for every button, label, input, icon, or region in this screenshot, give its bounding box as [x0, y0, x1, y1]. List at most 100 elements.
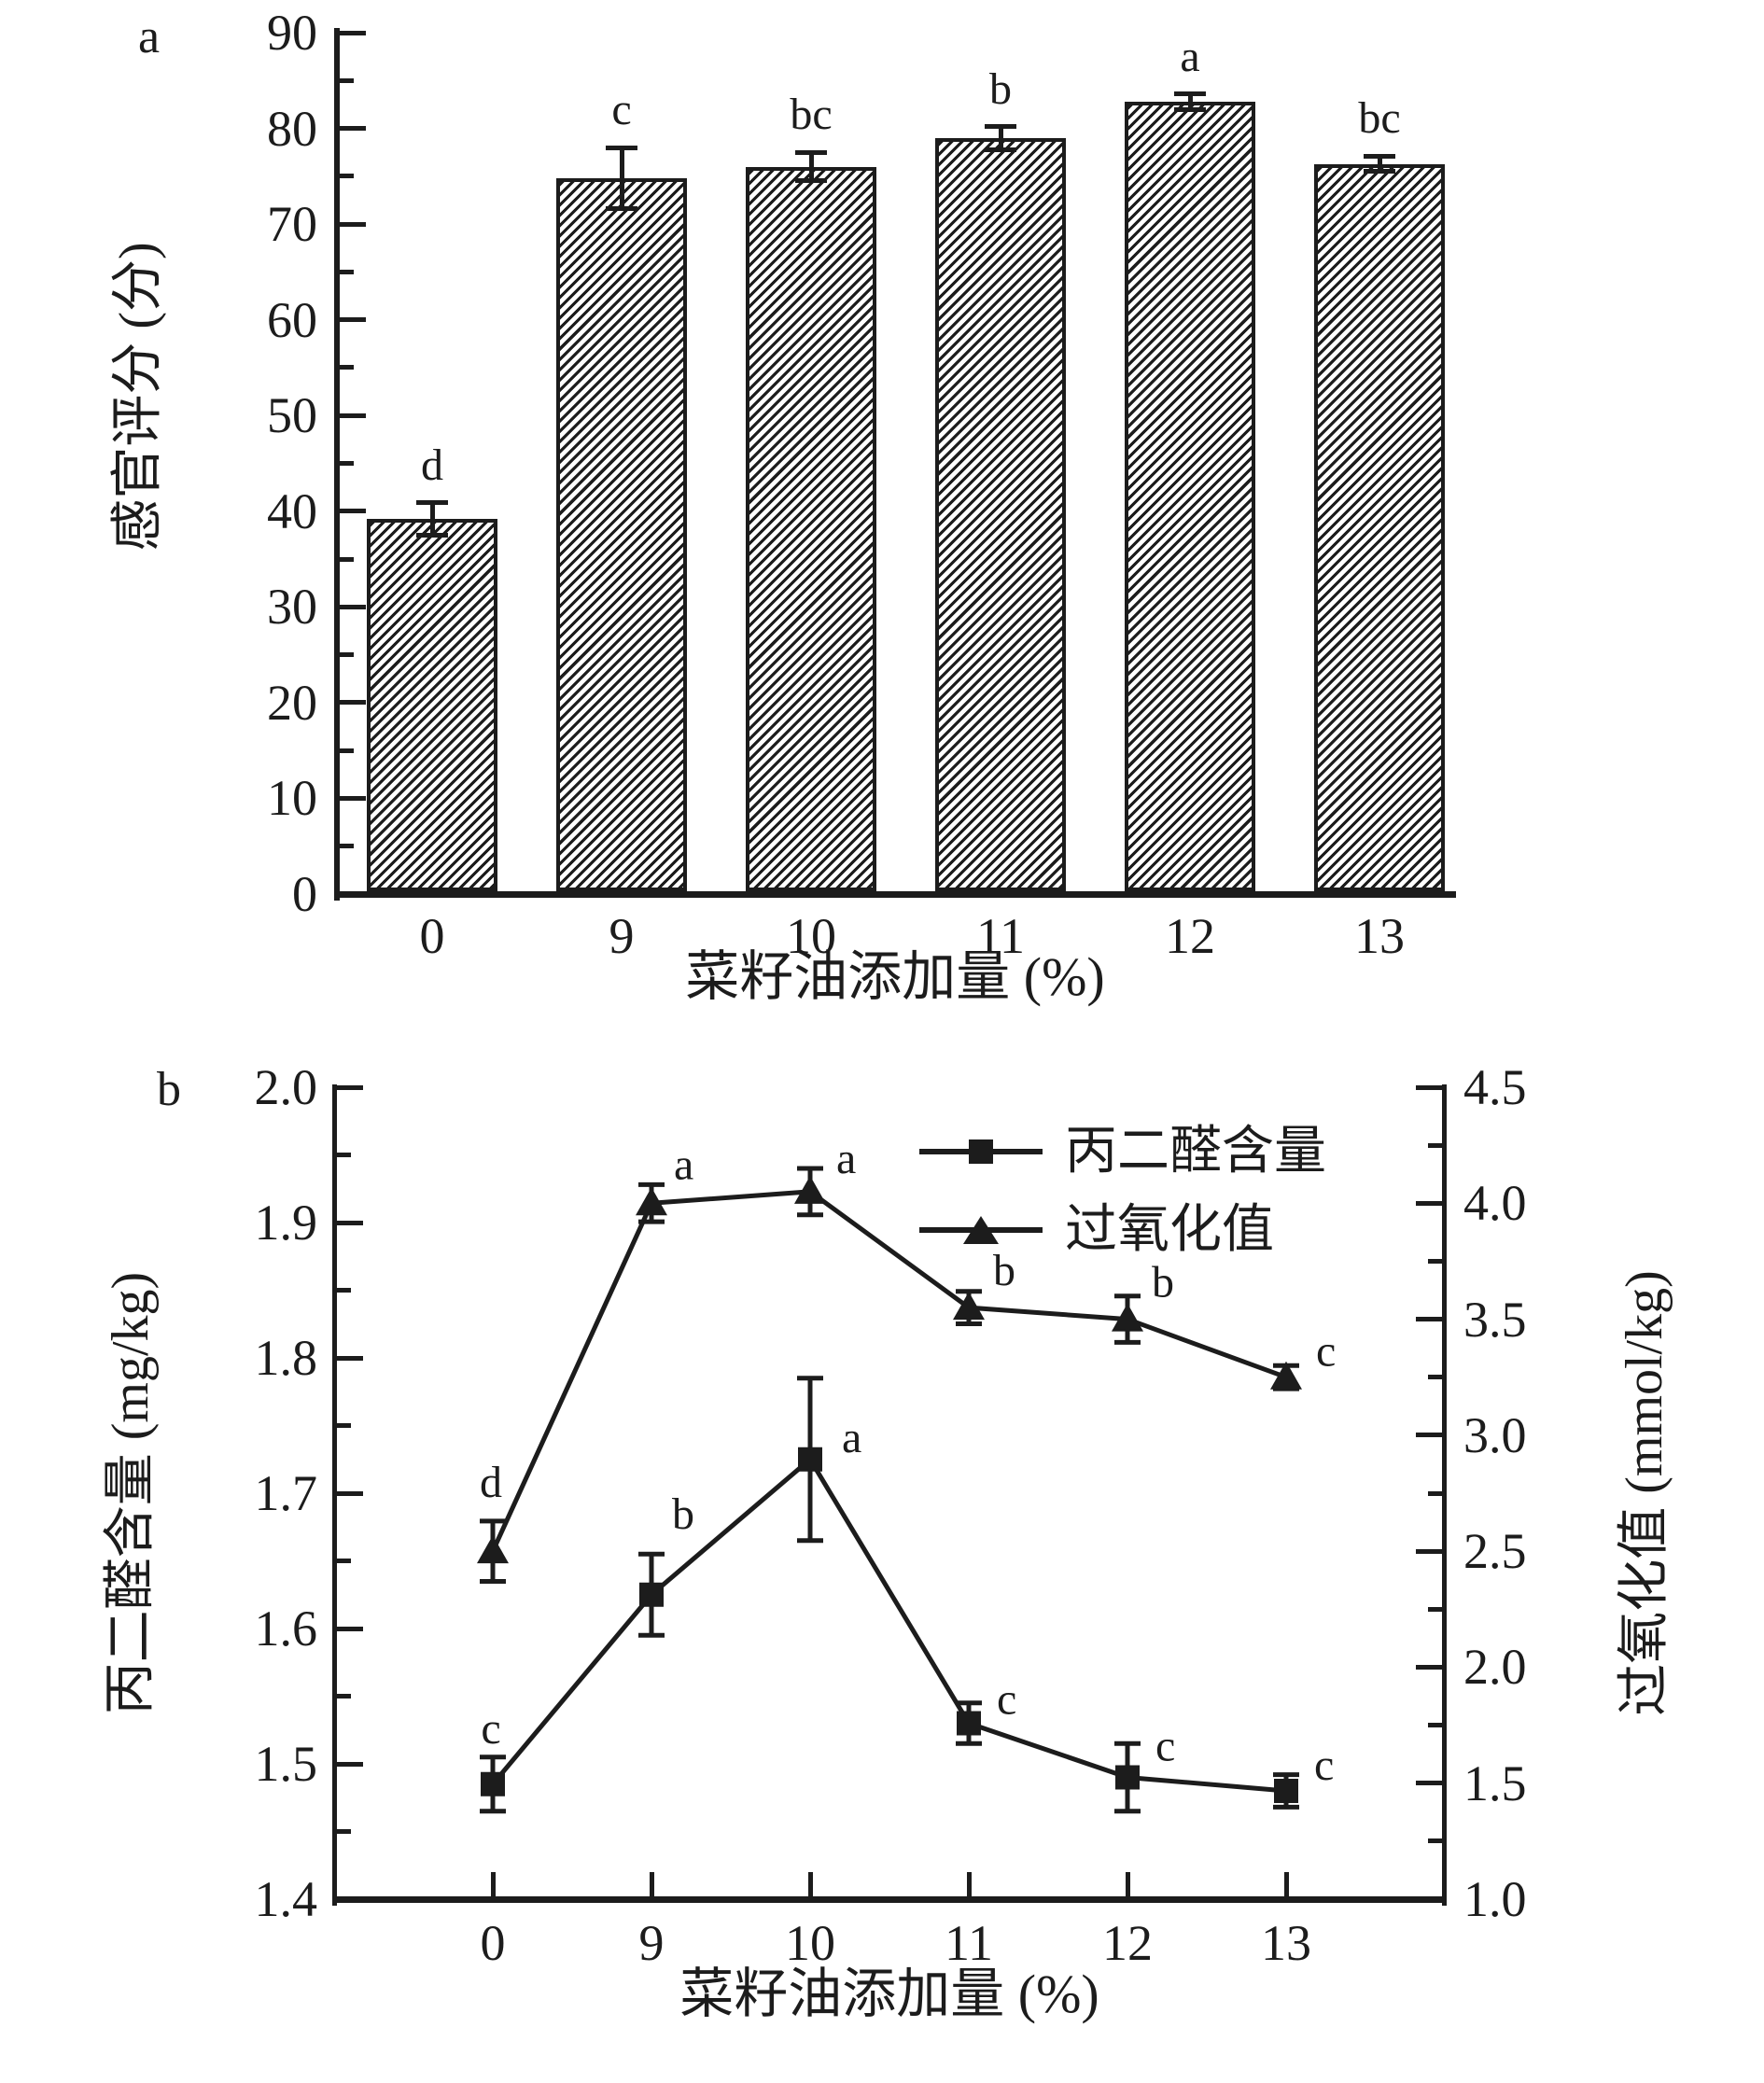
panel-b-plot-area: 1.4 1.5 1.6 1.7 1.8 1.9 2.0 1.0 1.5 2.0 2.5 3.0 3.5 4…: [255, 1062, 1527, 1968]
legend-label-mda: 丙二醛含量: [1065, 1123, 1326, 1181]
triangle-marker: [477, 1535, 509, 1564]
right-y-tick-label: 1.5: [1463, 1754, 1527, 1811]
bar: [1314, 163, 1445, 891]
error-bar-cap-bottom: [985, 147, 1016, 152]
right-y-tick-label: 2.5: [1463, 1523, 1527, 1580]
bar: [1125, 101, 1255, 891]
error-bar-line: [808, 152, 814, 181]
legend-item-pv: 过氧化值: [919, 1191, 1326, 1269]
right-y-tick-label: 1.0: [1463, 1871, 1527, 1927]
significance-letter: d: [480, 1458, 502, 1507]
x-axis-tick-label: 13: [1354, 908, 1405, 964]
legend-triangle-marker-icon: [919, 1211, 1043, 1249]
significance-letter: a: [842, 1413, 861, 1462]
left-y-major-tick: [337, 1896, 363, 1902]
x-axis-tick: [649, 1872, 654, 1896]
significance-letter: c: [1155, 1722, 1175, 1771]
right-y-axis-line: [1442, 1084, 1447, 1906]
panel-a-plot-area: 0 10 20 30 40 50 60 70 80 90 d 0 c 9 bc 10 b 11 a 12 bc 13: [0, 0, 1764, 1036]
y-axis-tick-label: 80: [267, 100, 317, 157]
y-axis-major-tick: [340, 30, 366, 35]
y-axis-major-tick: [340, 412, 366, 418]
y-axis-tick-label: 90: [267, 5, 317, 61]
left-y-tick-label: 2.0: [254, 1059, 318, 1115]
left-y-axis-line: [332, 1084, 337, 1906]
significance-letter: c: [481, 1704, 500, 1754]
significance-letter: b: [989, 63, 1012, 114]
triangle-marker: [636, 1187, 667, 1216]
bar: [556, 177, 687, 891]
right-y-minor-tick: [1428, 1375, 1442, 1380]
legend-square-marker-icon: [919, 1133, 1043, 1170]
y-axis-line: [334, 28, 340, 901]
x-axis-tick-label: 10: [786, 908, 836, 964]
triangle-marker: [1112, 1303, 1143, 1332]
x-axis-tick: [1125, 1872, 1130, 1896]
y-axis-minor-tick: [340, 652, 354, 658]
x-axis-tick: [966, 1872, 972, 1896]
error-bar-cap-bottom: [606, 206, 637, 212]
significance-letter: a: [836, 1134, 856, 1183]
significance-letter: a: [674, 1139, 693, 1189]
error-bar-cap-bottom: [1364, 169, 1395, 175]
y-axis-tick-label: 70: [267, 196, 317, 253]
right-y-major-tick: [1416, 1200, 1442, 1206]
panel-b-label: b: [157, 1063, 181, 1116]
panel-a-x-axis-title: 菜籽油添加量 (%): [685, 946, 1105, 1007]
right-y-minor-tick: [1428, 1142, 1442, 1148]
y-axis-minor-tick: [340, 461, 354, 466]
right-y-minor-tick: [1428, 1838, 1442, 1844]
significance-letter: c: [611, 85, 632, 135]
y-axis-major-tick: [340, 221, 366, 227]
right-y-minor-tick: [1428, 1723, 1442, 1728]
y-axis-minor-tick: [340, 556, 354, 562]
square-marker: [957, 1711, 981, 1736]
legend: 丙二醛含量 过氧化值: [919, 1112, 1326, 1269]
mda-series-line: [491, 1455, 1287, 1794]
right-y-tick-label: 4.5: [1463, 1059, 1527, 1115]
x-axis-tick-label: 11: [976, 908, 1025, 964]
left-y-major-tick: [337, 1084, 363, 1090]
left-y-tick-label: 1.4: [254, 1871, 318, 1927]
error-bar-cap-bottom: [1174, 106, 1206, 112]
square-marker: [481, 1771, 505, 1796]
x-axis-tick-label: 12: [1165, 908, 1215, 964]
right-y-minor-tick: [1428, 1258, 1442, 1264]
x-axis-tick-label: 12: [1102, 1915, 1153, 1971]
y-axis-tick-label: 30: [267, 579, 317, 636]
x-axis-tick-label: 13: [1261, 1915, 1311, 1971]
right-y-tick-label: 3.0: [1463, 1406, 1527, 1463]
left-y-tick-label: 1.5: [254, 1736, 318, 1792]
right-y-major-tick: [1416, 1433, 1442, 1438]
error-bar-cap-top: [606, 145, 637, 150]
right-y-tick-label: 2.0: [1463, 1639, 1527, 1696]
x-axis-tick-label: 9: [609, 908, 635, 964]
left-y-major-tick: [337, 1626, 363, 1631]
significance-letter: c: [997, 1675, 1016, 1725]
error-bar-line: [429, 502, 435, 536]
left-y-tick-label: 1.8: [254, 1330, 318, 1386]
y-axis-major-tick: [340, 509, 366, 514]
error-bar-cap-bottom: [795, 178, 827, 184]
x-axis-tick-label: 10: [785, 1915, 835, 1971]
right-y-major-tick: [1416, 1781, 1442, 1786]
y-axis-major-tick: [340, 700, 366, 706]
square-marker: [1274, 1779, 1298, 1803]
right-y-major-tick: [1416, 1896, 1442, 1902]
error-bar-line: [619, 147, 624, 209]
left-y-major-tick: [337, 1220, 363, 1225]
right-y-tick-label: 3.5: [1463, 1291, 1527, 1348]
y-axis-tick-label: 50: [267, 387, 317, 444]
y-axis-tick-label: 20: [267, 674, 317, 731]
y-axis-minor-tick: [340, 365, 354, 370]
x-axis-line: [332, 1896, 1447, 1903]
significance-letter: bc: [790, 90, 833, 140]
significance-letter: bc: [1358, 93, 1401, 144]
bar: [935, 137, 1066, 891]
legend-label-pv: 过氧化值: [1065, 1201, 1274, 1259]
square-marker: [798, 1447, 822, 1472]
y-axis-major-tick: [340, 317, 366, 323]
left-y-tick-label: 1.9: [254, 1195, 318, 1251]
y-axis-minor-tick: [340, 174, 354, 179]
right-y-major-tick: [1416, 1548, 1442, 1554]
